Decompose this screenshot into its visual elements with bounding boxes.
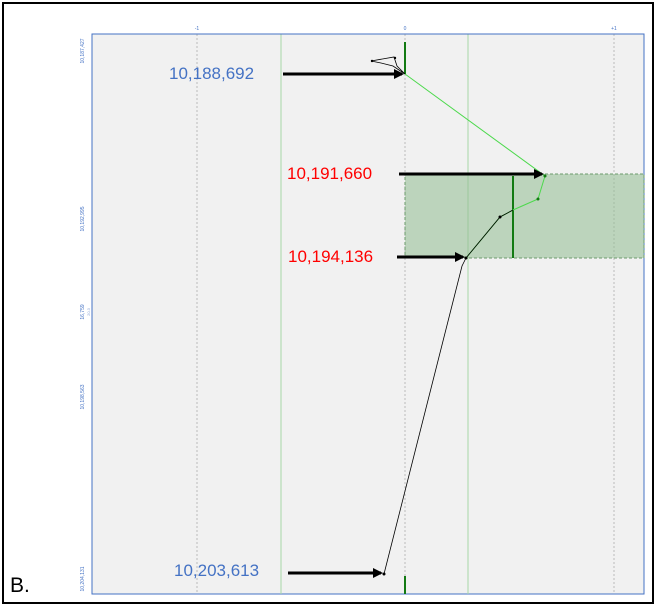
top-tick-label-minus1: -1: [195, 26, 200, 32]
left-tick-label-3: 10,198,563: [80, 384, 86, 409]
left-tick-label-1: 10,187,427: [80, 38, 86, 63]
green-trace-point-2: [536, 197, 540, 201]
panel-label: B.: [10, 574, 30, 597]
figure-frame: -1 0 +1 10,187,427 10,192,995 16,759 20.…: [2, 2, 654, 604]
highlight-band: [404, 173, 645, 259]
top-tick-label-zero: 0: [404, 26, 407, 32]
plot-area: [91, 33, 645, 595]
green-trace-point-1: [543, 174, 547, 178]
callout-label-4: 10,203,613: [174, 561, 260, 580]
left-mid-label: 16,759: [80, 304, 86, 320]
top-tick-label-plus1: +1: [611, 26, 617, 32]
top-loop-point: [393, 56, 397, 60]
black-trace-point-2: [464, 256, 468, 260]
callout-label-1: 10,188,692: [169, 64, 255, 83]
callout-label-2: 10,191,660: [287, 164, 373, 183]
black-trace-point-1: [498, 215, 502, 219]
black-trace-point-3: [382, 572, 386, 576]
plot-canvas: -1 0 +1 10,187,427 10,192,995 16,759 20.…: [80, 26, 645, 595]
top-loop-point-2: [370, 59, 374, 63]
left-mid-sublabel: 20.3: [86, 307, 91, 316]
left-tick-label-4: 10,204,131: [80, 566, 86, 591]
callout-label-3: 10,194,136: [288, 247, 374, 266]
left-tick-label-2: 10,192,995: [80, 206, 86, 231]
